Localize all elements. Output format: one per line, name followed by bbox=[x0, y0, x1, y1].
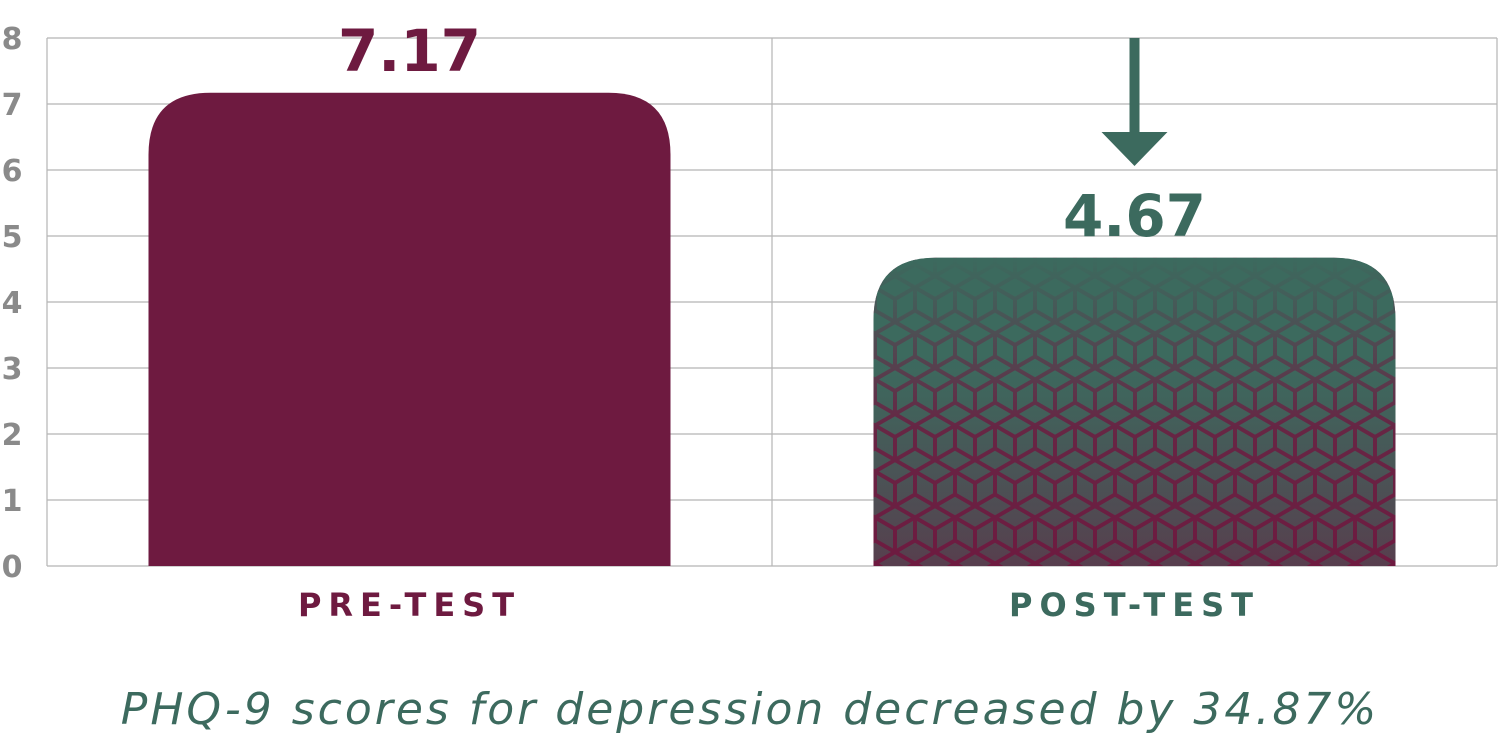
category-label: POST-TEST bbox=[1009, 586, 1260, 624]
y-tick-label: 1 bbox=[2, 484, 23, 519]
y-tick-label: 3 bbox=[2, 352, 23, 387]
bar-chart: 0 1 2 3 4 5 6 7 8 7.17 PRE-TEST 4.67 POST-TEST bbox=[2, 17, 1498, 624]
bars bbox=[148, 92, 1396, 566]
y-tick-label: 7 bbox=[2, 88, 23, 123]
y-tick-label: 0 bbox=[2, 550, 23, 585]
bar-post-test-fade bbox=[873, 257, 1396, 566]
y-tick-label: 8 bbox=[2, 22, 23, 57]
bar-pre-test bbox=[148, 92, 671, 566]
y-tick-label: 4 bbox=[2, 286, 23, 321]
y-tick-label: 6 bbox=[2, 154, 23, 189]
y-axis: 0 1 2 3 4 5 6 7 8 bbox=[2, 22, 23, 585]
y-tick-label: 2 bbox=[2, 418, 23, 453]
value-label: 7.17 bbox=[338, 17, 481, 85]
down-arrow-icon bbox=[1101, 38, 1168, 166]
bar-post-test bbox=[873, 257, 1396, 566]
value-label: 4.67 bbox=[1063, 182, 1206, 250]
labels: 7.17 PRE-TEST 4.67 POST-TEST bbox=[298, 17, 1260, 624]
chart-caption: PHQ-9 scores for depression decreased by… bbox=[120, 684, 1380, 735]
category-label: PRE-TEST bbox=[298, 586, 521, 624]
y-tick-label: 5 bbox=[2, 220, 23, 255]
